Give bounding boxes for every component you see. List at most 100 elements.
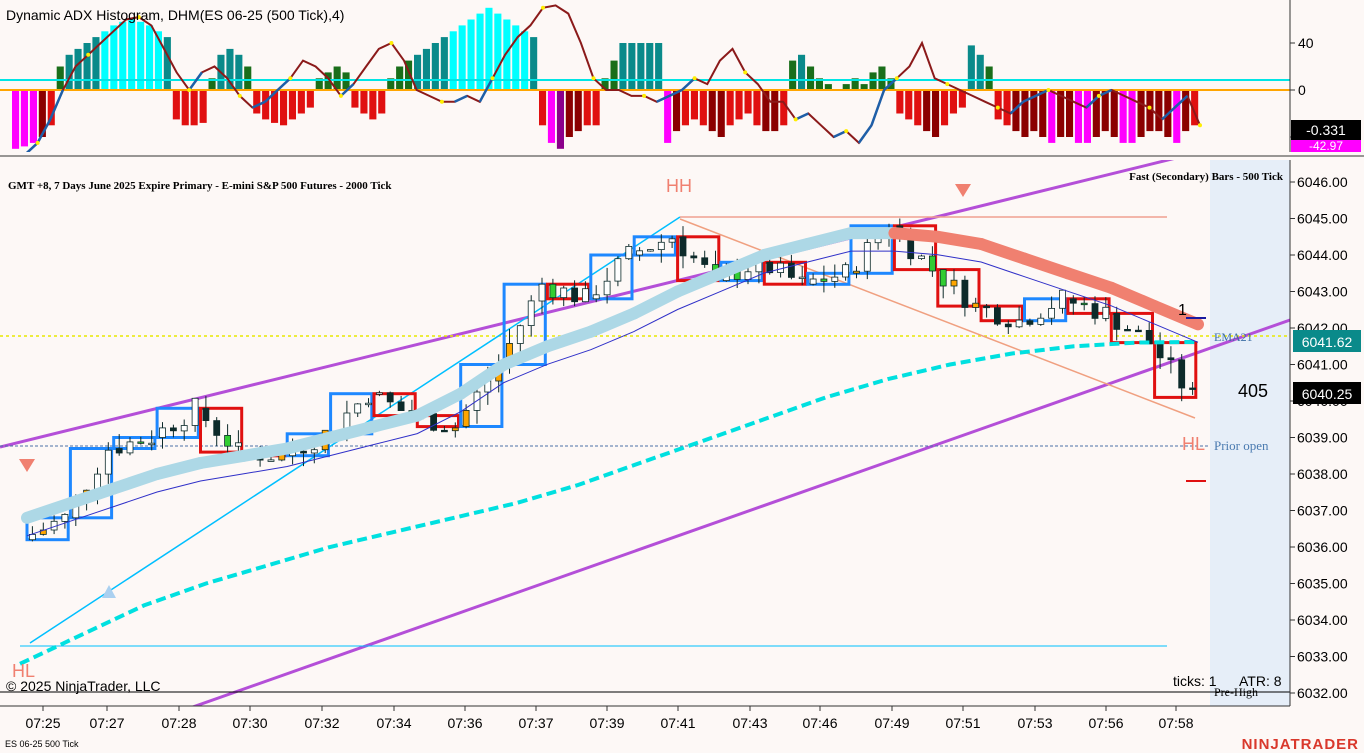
adx-signal-dot xyxy=(439,99,444,104)
candle-body xyxy=(1189,387,1196,390)
adx-line-path xyxy=(26,4,1201,152)
adx-signal-dot xyxy=(894,76,899,81)
price-axis-label: 6046.00 xyxy=(1297,174,1348,190)
histogram-bar xyxy=(869,72,877,90)
ema-fast-segment xyxy=(1018,252,1074,280)
histogram-bar xyxy=(146,25,154,90)
candle-body xyxy=(115,448,123,454)
atr-label: ATR: 8 xyxy=(1239,673,1282,689)
histogram-bar xyxy=(1155,90,1163,132)
histogram-bar xyxy=(726,90,734,126)
candle-body xyxy=(386,392,394,403)
histogram-bar xyxy=(842,84,850,90)
adx-signal-dot xyxy=(793,117,798,122)
ema-fast-segment xyxy=(454,358,511,400)
time-axis-label: 07:53 xyxy=(1017,715,1052,731)
histogram-bar xyxy=(369,90,377,120)
htf-bar-box xyxy=(632,235,677,257)
adx-signal-dot xyxy=(490,76,495,81)
histogram-bar xyxy=(976,54,984,91)
histogram-bar xyxy=(38,90,46,137)
htf-bar-box xyxy=(892,224,938,272)
up-marker xyxy=(102,585,116,598)
histogram-bar xyxy=(83,43,91,90)
histogram-bar xyxy=(315,78,323,91)
time-axis-label: 07:30 xyxy=(232,715,267,731)
ema-fast-segment xyxy=(801,227,857,250)
histogram-bar xyxy=(333,66,341,90)
histogram-bar xyxy=(949,90,957,114)
ema-fast-segment xyxy=(498,340,554,371)
ema-price-badge xyxy=(1293,330,1361,352)
ema-fast-segment xyxy=(975,238,1031,265)
time-axis-label: 07:27 xyxy=(89,715,124,731)
ema-fast-segment xyxy=(758,238,814,261)
histogram-bar xyxy=(896,90,904,114)
candle-body xyxy=(929,255,936,272)
histogram-bar xyxy=(74,48,82,90)
candle-body xyxy=(191,397,199,426)
time-axis-label: 07:34 xyxy=(376,715,411,731)
down-marker-left xyxy=(19,459,35,472)
histogram-bar xyxy=(789,60,797,90)
time-axis-label: 07:43 xyxy=(732,715,767,731)
adx-rising-segment xyxy=(681,77,696,91)
candle-body xyxy=(1037,317,1045,325)
histogram-bar xyxy=(414,54,422,91)
ema-fast-segment xyxy=(1061,267,1118,294)
price-axis: 6046.006045.006044.006043.006042.006041.… xyxy=(1290,174,1348,701)
candle-body xyxy=(1004,323,1012,328)
histogram-bar xyxy=(65,54,73,91)
ema-fast-segment xyxy=(541,325,597,353)
indicator-panel: Dynamic ADX Histogram, DHM(ES 06-25 (500… xyxy=(0,0,1361,153)
ema-fast-segment xyxy=(628,285,684,320)
price-axis-label: 6035.00 xyxy=(1297,576,1348,592)
candle-body xyxy=(137,441,145,444)
indicator-secondary-value: -42.97 xyxy=(1309,139,1343,153)
adx-signal-dot xyxy=(1046,88,1051,92)
histogram-bar xyxy=(431,43,439,90)
adx-rising-segment xyxy=(795,112,809,121)
candle-body xyxy=(1167,357,1175,361)
adx-signal-dot xyxy=(541,5,545,10)
price-axis-label: 6033.00 xyxy=(1297,649,1348,665)
candle-body xyxy=(657,241,665,251)
candle-body xyxy=(1135,329,1142,333)
last-price-badge xyxy=(1293,382,1361,404)
histogram-bar xyxy=(967,45,975,90)
adx-line xyxy=(25,4,1202,152)
candle-body xyxy=(571,287,578,303)
adx-histogram xyxy=(12,7,1199,149)
time-axis-label: 07:46 xyxy=(802,715,837,731)
volume-label: 405 xyxy=(1238,381,1268,401)
histogram-bar xyxy=(199,90,207,123)
indicator-current-value: -0.331 xyxy=(1306,122,1346,138)
candle-body xyxy=(126,441,134,454)
adx-signal-dot xyxy=(136,15,141,20)
histogram-bar xyxy=(690,90,698,120)
adx-rising-segment xyxy=(883,77,898,91)
histogram-bar xyxy=(958,90,966,108)
htf-boxes xyxy=(25,224,1198,542)
candle-body xyxy=(169,427,177,432)
histogram-bar xyxy=(1101,90,1109,132)
htf-bar-box xyxy=(979,304,1024,323)
adx-signal-dot xyxy=(995,105,1000,110)
adx-rising-segment xyxy=(36,118,52,144)
ema-slow-line xyxy=(19,339,1199,666)
histogram-bar xyxy=(1119,90,1127,143)
copyright: © 2025 NinjaTrader, LLC xyxy=(6,678,161,694)
hh-label: HH xyxy=(666,176,692,196)
histogram-bar xyxy=(458,25,466,90)
histogram-bar xyxy=(512,25,520,90)
histogram-bar xyxy=(753,90,761,126)
histogram-bar xyxy=(664,90,672,143)
candle-body xyxy=(983,305,990,309)
histogram-bar xyxy=(708,90,716,132)
histogram-bar xyxy=(637,43,645,90)
adx-rising-segment xyxy=(1085,94,1100,109)
ema-price-value: 6041.62 xyxy=(1302,334,1353,350)
histogram-bar xyxy=(1128,90,1136,143)
channel-upper-line xyxy=(0,160,1175,449)
ema-fast-segment xyxy=(1105,281,1161,313)
